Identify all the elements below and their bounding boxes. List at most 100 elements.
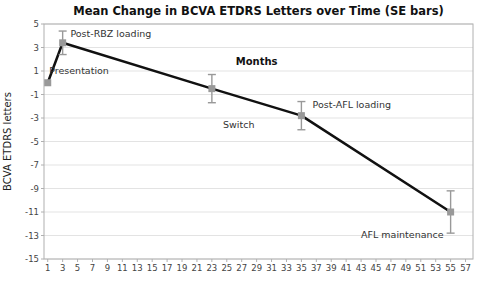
- x-tick: [301, 259, 302, 262]
- x-tick-label: 15: [147, 263, 158, 273]
- x-tick: [62, 259, 63, 262]
- error-bar: [297, 102, 305, 130]
- x-tick-label: 21: [192, 263, 203, 273]
- y-tick-label: 3: [34, 43, 39, 53]
- error-bar-cap: [208, 102, 216, 103]
- x-tick-label: 35: [296, 263, 307, 273]
- grid: [44, 24, 473, 259]
- x-tick: [376, 259, 377, 262]
- annotation: Post-AFL loading: [313, 99, 391, 110]
- error-bar-cap: [208, 74, 216, 75]
- y-tick: [41, 235, 44, 236]
- x-tick-label: 33: [281, 263, 292, 273]
- data-marker: [208, 85, 215, 92]
- grid-line: [44, 47, 473, 48]
- x-tick-label: 39: [326, 263, 337, 273]
- y-tick-label: -5: [31, 137, 39, 147]
- x-tick: [92, 259, 93, 262]
- data-marker: [298, 112, 305, 119]
- error-bar-cap: [59, 30, 67, 31]
- error-bar-cap: [297, 129, 305, 130]
- x-tick: [256, 259, 257, 262]
- y-tick-label: -15: [25, 254, 39, 264]
- annotation: Switch: [223, 119, 254, 130]
- grid-line: [44, 165, 473, 166]
- x-tick: [77, 259, 78, 262]
- error-bar-cap: [447, 190, 455, 191]
- grid-line: [44, 188, 473, 189]
- chart-container: 1357911131517192123252729313335373941434…: [0, 0, 483, 281]
- x-tick: [316, 259, 317, 262]
- data-marker: [447, 209, 454, 216]
- annotation: Months: [236, 56, 278, 67]
- y-tick: [41, 165, 44, 166]
- x-tick: [182, 259, 183, 262]
- y-tick-label: -11: [25, 207, 39, 217]
- x-tick: [47, 259, 48, 262]
- x-tick: [152, 259, 153, 262]
- x-tick: [361, 259, 362, 262]
- error-bar-cap: [447, 232, 455, 233]
- annotations: MonthsPost-RBZ loadingPresentationSwitch…: [49, 28, 444, 239]
- annotation: Presentation: [49, 65, 109, 76]
- plot-data: [44, 31, 454, 233]
- x-tick-label: 3: [60, 263, 65, 273]
- error-bar: [59, 31, 67, 55]
- y-tick: [41, 118, 44, 119]
- x-tick-label: 27: [236, 263, 247, 273]
- x-tick: [390, 259, 391, 262]
- error-bar: [447, 191, 455, 233]
- x-tick: [211, 259, 212, 262]
- x-tick-label: 13: [132, 263, 143, 273]
- x-tick-label: 7: [90, 263, 95, 273]
- data-marker: [44, 79, 51, 86]
- x-tick: [405, 259, 406, 262]
- y-tick-label: -13: [25, 231, 39, 241]
- x-tick: [465, 259, 466, 262]
- y-tick: [41, 141, 44, 142]
- x-tick-label: 43: [356, 263, 367, 273]
- x-tick: [167, 259, 168, 262]
- y-tick: [41, 212, 44, 213]
- y-tick-label: -7: [31, 160, 39, 170]
- x-tick: [122, 259, 123, 262]
- x-tick: [450, 259, 451, 262]
- x-tick: [137, 259, 138, 262]
- x-tick: [286, 259, 287, 262]
- y-tick: [41, 47, 44, 48]
- x-tick-label: 37: [311, 263, 322, 273]
- y-tick: [41, 188, 44, 189]
- x-tick-label: 19: [177, 263, 188, 273]
- y-tick: [41, 24, 44, 25]
- x-tick-label: 17: [162, 263, 173, 273]
- y-tick-label: -1: [31, 90, 39, 100]
- x-tick-label: 25: [221, 263, 232, 273]
- x-tick: [331, 259, 332, 262]
- x-tick: [346, 259, 347, 262]
- y-axis-label: BCVA ETDRS letters: [2, 92, 13, 191]
- x-tick-label: 49: [400, 263, 411, 273]
- y-tick-label: 5: [34, 19, 39, 29]
- x-tick-label: 51: [415, 263, 426, 273]
- x-tick-label: 47: [386, 263, 397, 273]
- x-tick-label: 55: [445, 263, 456, 273]
- x-tick-label: 23: [206, 263, 217, 273]
- y-tick-label: -9: [31, 184, 39, 194]
- x-tick: [420, 259, 421, 262]
- grid-line: [44, 141, 473, 142]
- grid-line: [44, 212, 473, 213]
- x-tick: [241, 259, 242, 262]
- title: Mean Change in BCVA ETDRS Letters over T…: [73, 4, 444, 18]
- x-tick-label: 57: [460, 263, 471, 273]
- y-tick: [41, 71, 44, 72]
- x-tick-label: 45: [371, 263, 382, 273]
- x-tick-label: 1: [45, 263, 50, 273]
- x-tick-label: 29: [251, 263, 262, 273]
- chart: 1357911131517192123252729313335373941434…: [0, 0, 483, 281]
- x-tick: [196, 259, 197, 262]
- error-bar-cap: [297, 101, 305, 102]
- annotation: AFL maintenance: [361, 229, 444, 240]
- x-tick-label: 5: [75, 263, 80, 273]
- x-tick-label: 53: [430, 263, 441, 273]
- grid-line: [44, 118, 473, 119]
